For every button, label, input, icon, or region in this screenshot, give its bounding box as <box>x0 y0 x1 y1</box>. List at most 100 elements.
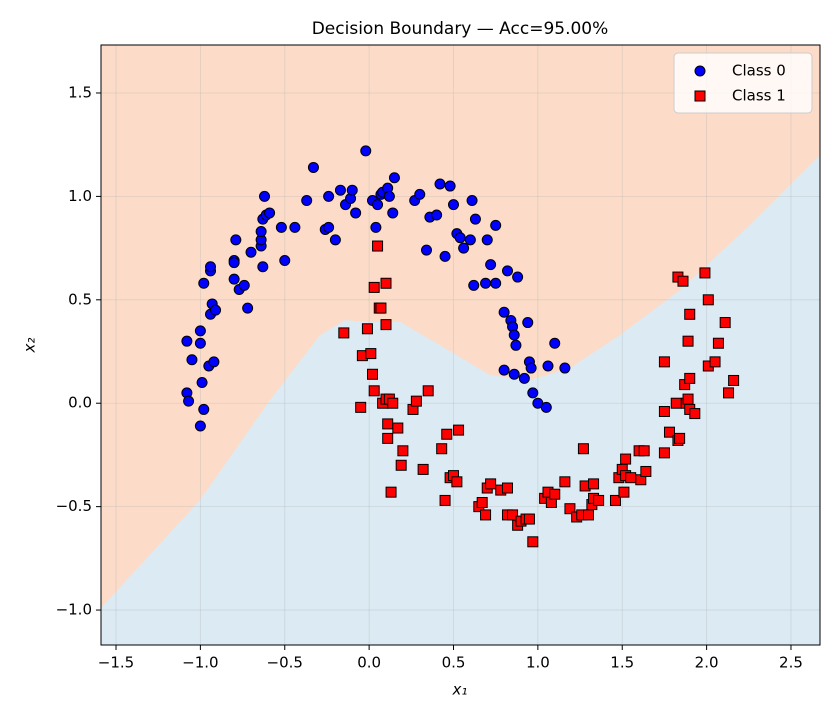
point <box>186 354 198 366</box>
point <box>447 199 459 211</box>
point <box>501 482 513 494</box>
point <box>368 385 380 397</box>
x-axis-label: x₁ <box>452 681 468 699</box>
point <box>367 368 379 380</box>
point <box>540 401 552 413</box>
point <box>338 327 350 339</box>
y-tick-label: 1.0 <box>68 187 92 205</box>
plot-frame <box>100 44 821 646</box>
point <box>682 335 694 347</box>
point <box>638 445 650 457</box>
point <box>453 424 465 436</box>
point <box>468 279 480 291</box>
point <box>527 387 539 399</box>
point <box>245 246 257 258</box>
point <box>238 279 250 291</box>
point <box>422 385 434 397</box>
y-tick-label: 1.5 <box>68 83 92 101</box>
point <box>194 325 206 337</box>
y-tick-label: −1.0 <box>56 601 92 619</box>
point <box>582 509 594 521</box>
point <box>375 302 387 314</box>
legend-marker <box>694 65 706 77</box>
point <box>593 494 605 506</box>
legend-box <box>673 52 813 114</box>
point <box>196 377 208 389</box>
point <box>205 261 217 273</box>
x-tick-label: 0.0 <box>357 654 381 672</box>
point <box>663 426 675 438</box>
point <box>689 408 701 420</box>
point <box>498 306 510 318</box>
point <box>360 145 372 157</box>
point <box>577 443 589 455</box>
point <box>368 281 380 293</box>
point <box>658 356 670 368</box>
point <box>640 465 652 477</box>
point <box>469 213 481 225</box>
point <box>230 234 242 246</box>
point <box>323 190 335 202</box>
point <box>417 463 429 475</box>
point <box>501 265 513 277</box>
point <box>420 244 432 256</box>
point <box>542 360 554 372</box>
point <box>458 242 470 254</box>
point <box>658 447 670 459</box>
point <box>719 317 731 329</box>
point <box>334 184 346 196</box>
point <box>512 271 524 283</box>
point <box>372 240 384 252</box>
y-tick-label: 0.0 <box>68 394 92 412</box>
point <box>466 195 478 207</box>
point <box>350 207 362 219</box>
point <box>382 418 394 430</box>
point <box>549 488 561 500</box>
x-tick-label: 0.5 <box>442 654 466 672</box>
point <box>674 432 686 444</box>
y-axis-label: x₂ <box>21 338 39 354</box>
y-tick-label: −0.5 <box>56 497 92 515</box>
point <box>242 302 254 314</box>
point <box>385 486 397 498</box>
point <box>527 536 539 548</box>
point <box>382 432 394 444</box>
x-tick-label: −1.0 <box>182 654 218 672</box>
point <box>588 478 600 490</box>
point <box>480 277 492 289</box>
point <box>677 275 689 287</box>
region-lower <box>101 155 820 645</box>
point <box>194 337 206 349</box>
point <box>559 476 571 488</box>
point <box>523 513 535 525</box>
point <box>395 459 407 471</box>
point <box>198 277 210 289</box>
point <box>380 277 392 289</box>
legend: Class 0 Class 1 <box>673 52 813 114</box>
point <box>444 180 456 192</box>
x-tick-label: −0.5 <box>267 654 303 672</box>
point <box>702 294 714 306</box>
point <box>498 364 510 376</box>
point <box>508 329 520 341</box>
point <box>329 234 341 246</box>
point <box>194 420 206 432</box>
point <box>723 387 735 399</box>
point <box>510 339 522 351</box>
plot-area <box>101 45 820 645</box>
point <box>485 478 497 490</box>
point <box>625 472 637 484</box>
point <box>228 257 240 269</box>
point <box>255 226 267 238</box>
point <box>684 372 696 384</box>
point <box>301 195 313 207</box>
y-tick-label: 0.5 <box>68 290 92 308</box>
point <box>549 337 561 349</box>
point <box>259 190 271 202</box>
point <box>518 372 530 384</box>
point <box>410 395 422 407</box>
x-tick-label: 2.5 <box>779 654 803 672</box>
point <box>183 395 195 407</box>
point <box>564 503 576 515</box>
point <box>684 308 696 320</box>
